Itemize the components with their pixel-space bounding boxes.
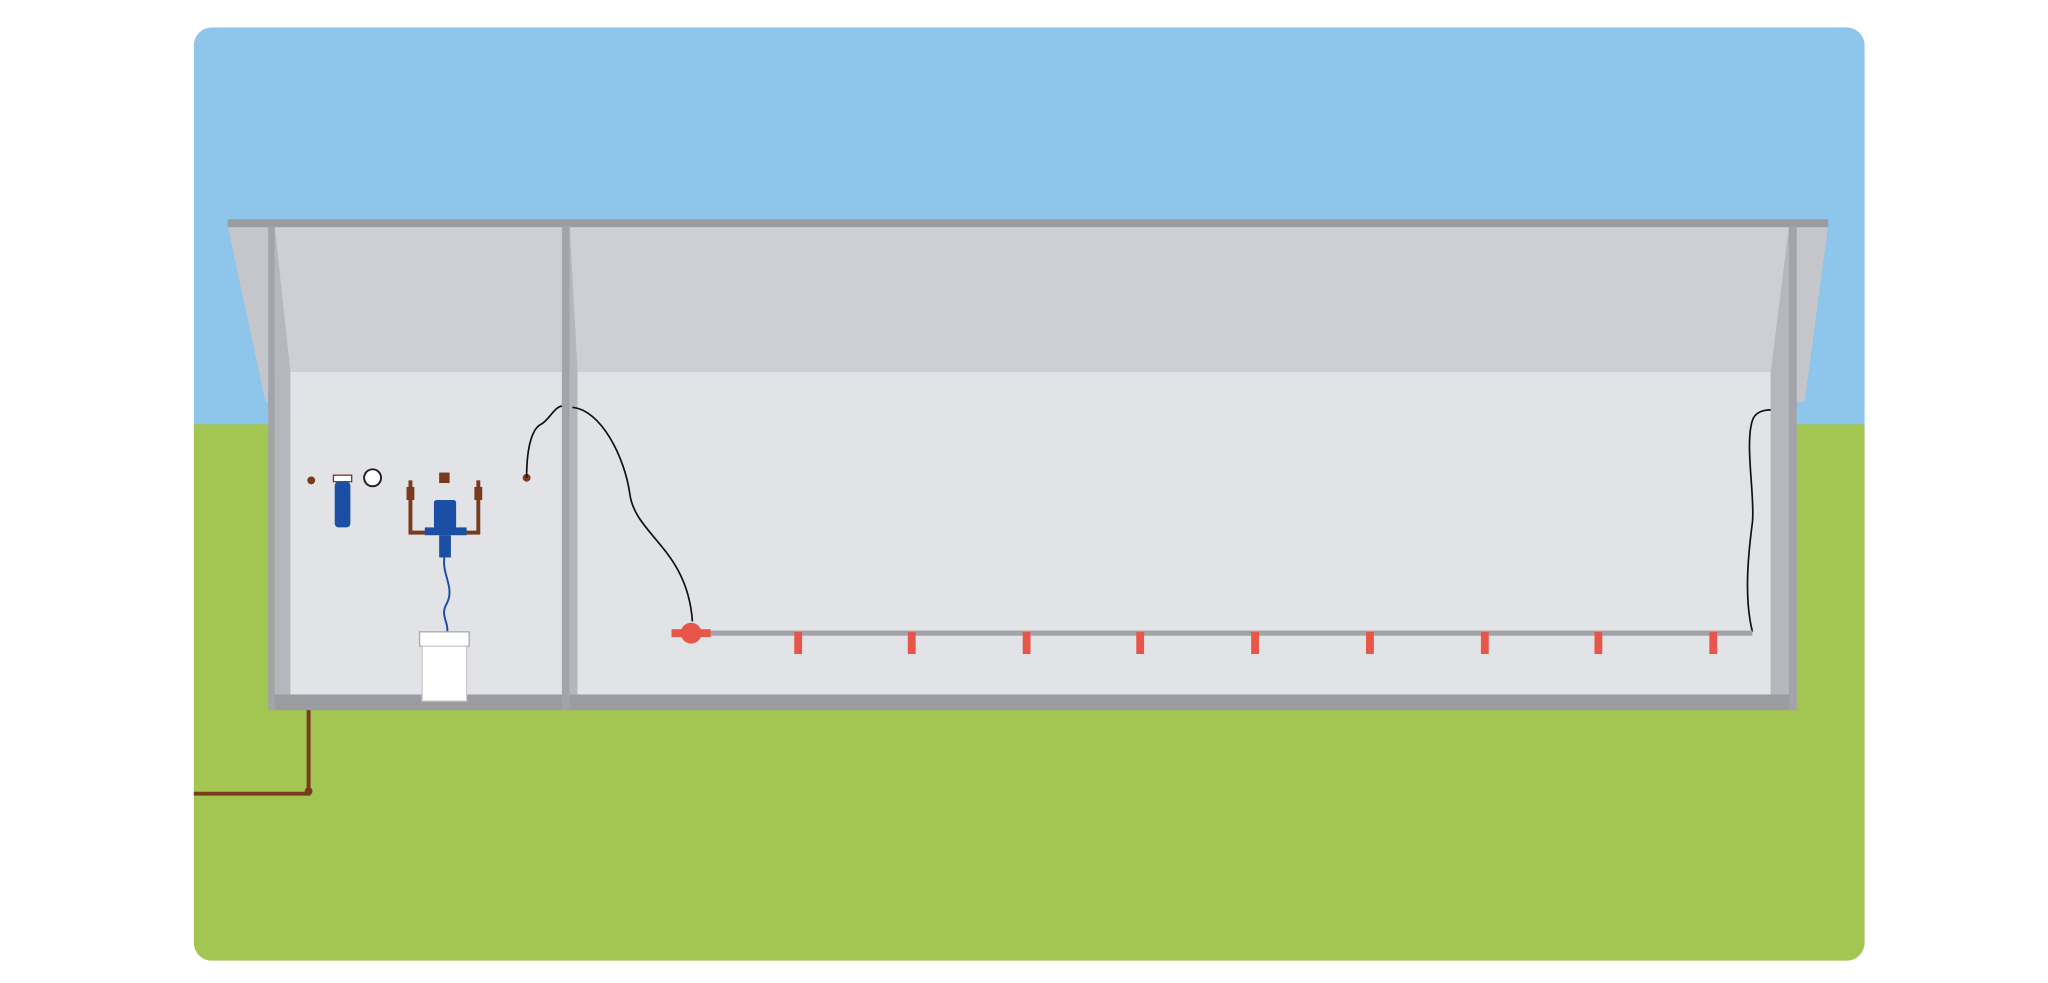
- water-filter: [334, 481, 351, 528]
- dosing-pump: [433, 499, 457, 529]
- nozzle: [1709, 631, 1718, 655]
- pressure-gauge: [363, 468, 383, 488]
- return-hose: [1746, 409, 1771, 633]
- nozzle: [907, 631, 916, 655]
- nozzle: [1480, 631, 1489, 655]
- bucket: [421, 645, 468, 702]
- back-wall-upper: [274, 225, 1789, 373]
- nozzle: [1366, 631, 1374, 655]
- nozzle: [1136, 631, 1145, 655]
- floor: [274, 694, 1796, 711]
- suction-tube: [443, 557, 451, 635]
- valve: [474, 486, 483, 500]
- filter-head: [332, 474, 353, 483]
- roof-overhang-right: [1795, 225, 1829, 403]
- dosing-pump-body: [439, 535, 451, 558]
- side-wall-right: [1770, 225, 1789, 711]
- nozzle: [1251, 631, 1259, 655]
- elbow: [307, 476, 316, 485]
- nozzle: [1594, 631, 1603, 655]
- nozzle: [1022, 631, 1031, 655]
- nozzle: [794, 631, 803, 655]
- pump-unit-fitting: [671, 629, 711, 638]
- post-left: [268, 225, 275, 711]
- partition-side: [569, 225, 578, 711]
- post-middle: [561, 225, 570, 711]
- dosing-pump-base: [424, 527, 467, 536]
- roof-edge: [227, 219, 1829, 228]
- valve: [406, 486, 415, 500]
- elbow: [304, 787, 313, 796]
- hose: [572, 406, 694, 622]
- roof-overhang-left: [227, 225, 269, 403]
- post-right: [1788, 225, 1797, 711]
- valve: [439, 472, 450, 484]
- hose: [525, 405, 563, 478]
- misting-line: [692, 630, 1753, 636]
- side-wall-left: [274, 225, 291, 711]
- nozzles: [794, 631, 1718, 655]
- bucket-lid: [418, 631, 470, 647]
